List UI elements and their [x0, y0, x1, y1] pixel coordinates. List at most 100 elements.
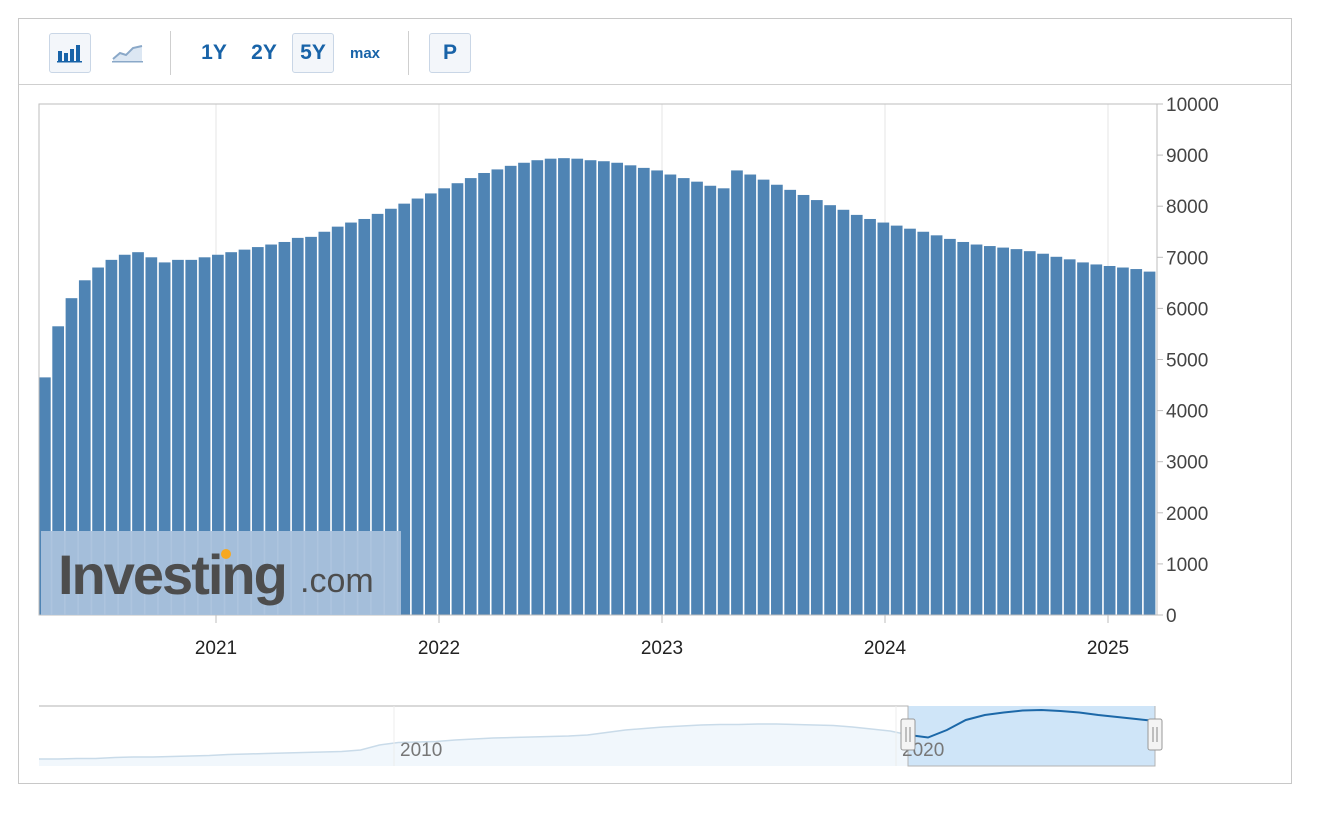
- bar: [451, 183, 464, 615]
- bar: [810, 200, 823, 615]
- bar: [438, 188, 450, 615]
- bar: [784, 189, 797, 615]
- y-tick-label: 6000: [1166, 299, 1208, 320]
- area-chart-icon: [112, 45, 143, 63]
- range-1y-button[interactable]: 1Y: [201, 41, 227, 64]
- bar: [345, 222, 357, 616]
- bar: [877, 222, 890, 616]
- navigator-left-handle[interactable]: [900, 718, 916, 751]
- bar: [611, 162, 624, 615]
- bar: [664, 174, 677, 615]
- bar: [1143, 271, 1156, 615]
- bar: [837, 209, 850, 615]
- bar: [757, 179, 770, 615]
- bar: [305, 236, 317, 616]
- p-button[interactable]: P: [429, 33, 471, 73]
- bar: [731, 170, 743, 615]
- bar: [970, 244, 983, 615]
- bar: [225, 252, 238, 615]
- bar: [864, 218, 876, 615]
- area-chart-button[interactable]: [105, 33, 151, 73]
- bar: [917, 231, 930, 615]
- navigator-tick-label: 2010: [400, 740, 442, 761]
- bar-series: [39, 158, 1156, 616]
- chart-toolbar: 1Y 2Y 5Y max P: [19, 19, 1291, 85]
- bar-chart-icon: [57, 45, 82, 63]
- bar: [39, 377, 51, 615]
- range-max-button[interactable]: max: [349, 44, 381, 62]
- range-5y-button[interactable]: 5Y: [292, 33, 334, 73]
- bar: [238, 249, 251, 615]
- watermark-logo-suffix: .com: [300, 562, 374, 600]
- bar: [598, 161, 610, 616]
- bar: [797, 194, 810, 615]
- bar: [691, 181, 703, 616]
- bar: [92, 267, 104, 615]
- bar: [890, 225, 903, 615]
- y-tick-label: 0: [1166, 606, 1177, 627]
- y-tick-label: 2000: [1166, 504, 1208, 525]
- bar: [65, 298, 78, 615]
- bar: [251, 247, 264, 615]
- toolbar-separator: [408, 31, 409, 75]
- navigator-right-handle[interactable]: [1147, 718, 1163, 751]
- y-tick-label: 1000: [1166, 555, 1208, 576]
- bar: [464, 178, 477, 615]
- chart-widget: 1Y 2Y 5Y max P: [18, 18, 1292, 784]
- bar-chart-button[interactable]: [49, 33, 91, 73]
- bar: [1117, 267, 1129, 615]
- watermark-background: [41, 531, 401, 615]
- bar: [1023, 251, 1036, 616]
- navigator[interactable]: 2010 2020: [39, 705, 1163, 767]
- y-tick-label: 8000: [1166, 197, 1208, 218]
- bar: [930, 235, 943, 615]
- bar: [677, 178, 690, 615]
- y-tick-label: 5000: [1166, 351, 1208, 372]
- bar: [1037, 253, 1049, 615]
- navigator-line: [39, 723, 910, 760]
- bar: [424, 193, 437, 615]
- navigator-selection[interactable]: [908, 706, 1155, 766]
- y-tick-label: 7000: [1166, 248, 1208, 269]
- bar: [717, 188, 730, 615]
- bar: [331, 226, 344, 615]
- x-axis: 2021 2022 2023 2024 2025: [195, 615, 1129, 659]
- x-tick-label: 2025: [1087, 638, 1129, 659]
- navigator-selected-line: [908, 708, 1156, 739]
- bar: [318, 231, 331, 615]
- bar: [1103, 265, 1116, 615]
- bar: [52, 326, 65, 615]
- bar: [997, 247, 1009, 615]
- bar: [944, 238, 956, 615]
- bar: [291, 237, 304, 615]
- bar: [478, 172, 490, 616]
- bar: [744, 174, 757, 615]
- x-tick-label: 2024: [864, 638, 907, 659]
- bar: [265, 244, 277, 615]
- bar: [571, 158, 584, 615]
- bar: [145, 257, 158, 615]
- bar: [1130, 269, 1143, 615]
- bar: [824, 205, 836, 615]
- navigator-area: [39, 724, 910, 766]
- investing-watermark: Investing .com: [41, 531, 401, 615]
- bar: [1090, 264, 1103, 615]
- bar: [771, 184, 783, 616]
- bar: [398, 203, 411, 615]
- bar: [358, 218, 371, 615]
- bar: [385, 208, 397, 615]
- bar: [651, 170, 663, 615]
- bar: [584, 160, 597, 615]
- bar: [172, 259, 184, 615]
- bar: [1050, 256, 1063, 615]
- watermark-logo-dot: [221, 549, 231, 559]
- bar: [1077, 262, 1089, 615]
- x-tick-label: 2023: [641, 638, 683, 659]
- bar: [1063, 259, 1076, 615]
- bar: [158, 262, 171, 615]
- x-tick-label: 2022: [418, 638, 460, 659]
- bar: [544, 158, 557, 615]
- watermark-logo-text: Investing: [58, 543, 286, 606]
- range-2y-button[interactable]: 2Y: [251, 41, 277, 64]
- x-tick-label: 2021: [195, 638, 237, 659]
